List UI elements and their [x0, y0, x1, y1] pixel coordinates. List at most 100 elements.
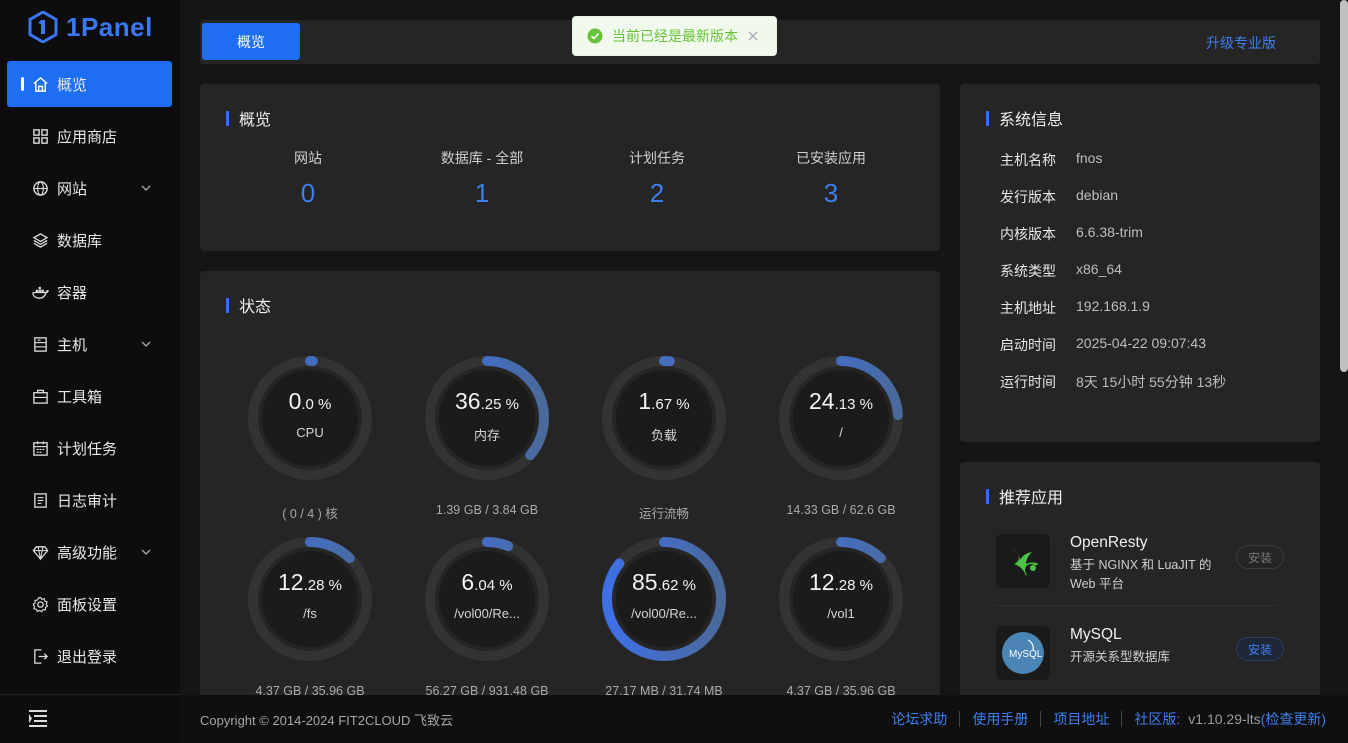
- gauge-arc: [779, 537, 903, 661]
- gauge-center-bg: [439, 370, 535, 466]
- stat-database[interactable]: 数据库 - 全部 1: [402, 148, 562, 209]
- gauge-percent-int: 1: [638, 388, 652, 414]
- gauge-detail: 1.39 GB / 3.84 GB: [435, 503, 539, 517]
- footer-divider: [959, 711, 961, 727]
- gauge-percent-unit: %: [495, 577, 513, 594]
- gauge-percent-int: 12: [809, 569, 835, 595]
- gauge-center: 12.28 %/vol1: [771, 569, 911, 621]
- gauge-percent-int: 12: [278, 569, 304, 595]
- gauge-ring: [602, 356, 726, 480]
- sidebar-item-label: 计划任务: [57, 440, 118, 458]
- docker-icon: [31, 283, 49, 301]
- check-update-link[interactable]: (检查更新): [1260, 711, 1326, 727]
- menu-collapse-icon[interactable]: [28, 708, 48, 728]
- app-name: OpenResty: [1070, 534, 1148, 551]
- stat-installed-apps[interactable]: 已安装应用 3: [751, 148, 911, 209]
- logo[interactable]: 1Panel: [28, 10, 153, 44]
- gauge-percent-dec: .04: [474, 577, 496, 594]
- stat-cron[interactable]: 计划任务 2: [577, 148, 737, 209]
- success-toast: 当前已经是最新版本: [572, 16, 777, 56]
- sidebar-item-container[interactable]: 容器: [7, 269, 172, 315]
- status-panel: 状态 0.0 % CPU( 0 / 4 ) 核 36.25 % 内存 1.39 GB /…: [200, 271, 940, 701]
- scrollbar-thumb[interactable]: [1340, 0, 1348, 372]
- sys-key: 运行时间: [1000, 374, 1056, 390]
- gauge-detail: 4.37 GB / 35.96 GB: [786, 684, 896, 698]
- sidebar-divider: [0, 694, 180, 695]
- calendar-icon: [31, 439, 49, 457]
- stat-value[interactable]: 2: [649, 178, 665, 208]
- sidebar-item-toolbox[interactable]: 工具箱: [7, 373, 172, 419]
- install-button[interactable]: 安装: [1236, 637, 1284, 661]
- gauge-ring: [779, 356, 903, 480]
- stat-website[interactable]: 网站 0: [228, 148, 388, 209]
- gauge-ring: [779, 537, 903, 661]
- sidebar-item-website[interactable]: 网站: [7, 165, 172, 211]
- layers-icon: [31, 231, 49, 249]
- sys-row-hostname: 主机名称 fnos: [1000, 150, 1102, 170]
- stat-label: 已安装应用: [796, 150, 866, 166]
- tab-overview[interactable]: 概览: [202, 23, 300, 60]
- install-button[interactable]: 安装: [1236, 545, 1284, 569]
- gauge-percent-int: 36: [455, 388, 481, 414]
- overview-title-text: 概览: [239, 112, 272, 129]
- gauge-percent-unit: %: [855, 396, 873, 413]
- openresty-icon: [996, 534, 1050, 588]
- close-icon[interactable]: [746, 29, 760, 43]
- gauge-arc: [248, 356, 372, 480]
- sys-key: 发行版本: [1000, 189, 1056, 205]
- status-title-text: 状态: [239, 299, 272, 316]
- gauge-center-bg: [616, 551, 712, 647]
- upgrade-pro-link[interactable]: 升级专业版: [1206, 35, 1276, 51]
- system-info-title-text: 系统信息: [999, 112, 1064, 129]
- sidebar-item-settings[interactable]: 面板设置: [7, 581, 172, 627]
- gauge-percent-dec: .28: [834, 577, 856, 594]
- forum-link[interactable]: 论坛求助: [891, 711, 948, 727]
- sys-value: 6.6.38-trim: [1076, 224, 1143, 240]
- sidebar-item-overview[interactable]: 概览: [7, 61, 172, 107]
- gauge-label: /fs: [303, 606, 317, 621]
- gauge-percent: 12.28 %: [240, 569, 380, 596]
- page-scrollbar[interactable]: [1340, 0, 1348, 375]
- server-icon: [31, 335, 49, 353]
- app-card-openresty[interactable]: OpenResty 基于 NGINX 和 LuaJIT 的 Web 平台 安装: [996, 534, 1284, 614]
- sidebar-item-database[interactable]: 数据库: [7, 217, 172, 263]
- gauge-label: CPU: [296, 425, 324, 440]
- gauge-ring: [248, 537, 372, 661]
- gauge-percent-unit: %: [855, 577, 873, 594]
- home-icon: [31, 75, 49, 93]
- gauge-percent-dec: .67: [651, 396, 673, 413]
- sys-value: 8天 15小时 55分钟 13秒: [1076, 374, 1227, 390]
- sidebar-item-advanced[interactable]: 高级功能: [7, 529, 172, 575]
- system-info-panel: 系统信息 主机名称 fnos 发行版本 debian 内核版本 6.6.38-trim…: [960, 84, 1320, 442]
- sys-row-address: 主机地址 192.168.1.9: [1000, 298, 1150, 318]
- copyright-text: Copyright © 2014-2024 FIT2CLOUD 飞致云: [200, 713, 454, 728]
- sidebar-item-label: 日志审计: [57, 492, 118, 510]
- gauge-center: 6.04 % /vol00/Re...: [417, 569, 557, 621]
- sidebar-item-logs[interactable]: 日志审计: [7, 477, 172, 523]
- gauge-label: 负载: [650, 428, 677, 443]
- gauge-percent-dec: .0: [301, 396, 314, 413]
- gauge-percent-dec: .28: [303, 577, 325, 594]
- sidebar-item-cron[interactable]: 计划任务: [7, 425, 172, 471]
- title-accent: [986, 488, 989, 504]
- toolbox-icon: [31, 387, 49, 405]
- stat-value[interactable]: 3: [823, 178, 839, 208]
- gauge-percent-dec: .62: [657, 577, 679, 594]
- app-card-mysql[interactable]: MySQL MySQL 开源关系型数据库 安装: [996, 626, 1284, 702]
- stat-value[interactable]: 0: [300, 178, 316, 208]
- sidebar-item-host[interactable]: 主机: [7, 321, 172, 367]
- sidebar-item-logout[interactable]: 退出登录: [7, 633, 172, 679]
- gauge-arc: [425, 356, 549, 480]
- gauge-arc: [602, 356, 726, 480]
- sidebar-item-app-store[interactable]: 应用商店: [7, 113, 172, 159]
- project-link[interactable]: 项目地址: [1053, 711, 1110, 727]
- app-name: MySQL: [1070, 626, 1122, 643]
- edition-label[interactable]: 社区版:: [1134, 711, 1181, 727]
- manual-link[interactable]: 使用手册: [972, 711, 1029, 727]
- chevron-down-icon: [141, 549, 151, 555]
- stat-value[interactable]: 1: [474, 178, 490, 208]
- version-text: v1.10.29-lts: [1188, 711, 1261, 727]
- gauge-center: 85.62 % /vol00/Re...: [594, 569, 734, 621]
- sys-value: debian: [1076, 187, 1119, 203]
